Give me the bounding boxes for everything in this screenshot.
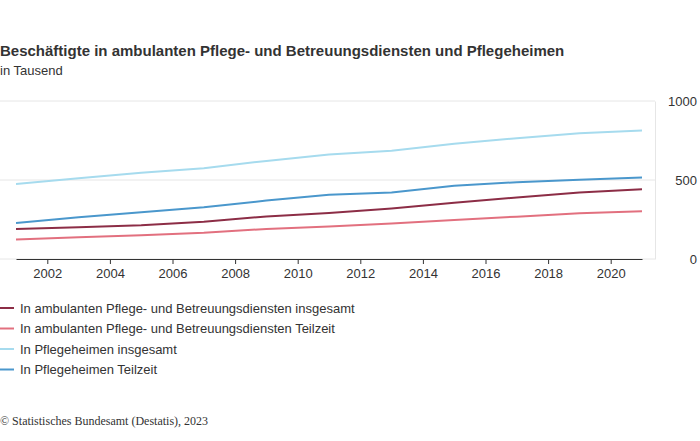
x-tick-mark — [298, 259, 299, 264]
lines — [16, 130, 642, 239]
x-axis: 2002 2004 2006 2008 2010 2012 2014 2016 2018 2020 — [17, 259, 643, 281]
x-tick-mark — [423, 259, 424, 264]
subtitle: in Tausend — [0, 63, 63, 78]
legend-label: In Pflegeheimen insgesamt — [20, 342, 177, 357]
x-tick: 2012 — [346, 259, 375, 281]
x-tick-mark — [360, 259, 361, 264]
series-line — [16, 130, 642, 184]
y-tick-label: 0 — [690, 252, 697, 267]
x-tick: 2004 — [96, 259, 125, 281]
x-tick-label: 2016 — [472, 266, 501, 281]
x-tick-label: 2020 — [597, 266, 626, 281]
x-tick: 2002 — [33, 259, 62, 281]
x-tick-label: 2012 — [346, 266, 375, 281]
legend-swatch — [0, 348, 14, 350]
x-tick-label: 2004 — [96, 266, 125, 281]
grid-line — [0, 259, 655, 260]
x-tick-label: 2018 — [534, 266, 563, 281]
y-tick-label: 500 — [675, 173, 697, 188]
x-tick-mark — [173, 259, 174, 264]
grid — [0, 101, 655, 259]
title: Beschäftigte in ambulanten Pflege- und B… — [0, 42, 564, 59]
x-tick-label: 2014 — [409, 266, 438, 281]
x-tick-mark — [47, 259, 48, 264]
source: © Statistisches Bundesamt (Destatis), 20… — [0, 414, 208, 428]
legend-label: In Pflegeheimen Teilzeit — [20, 362, 157, 377]
x-tick: 2020 — [597, 259, 626, 281]
chart: Beschäftigte in ambulanten Pflege- und B… — [0, 0, 700, 441]
x-tick-mark — [548, 259, 549, 264]
x-tick-label: 2010 — [284, 266, 313, 281]
legend: In ambulanten Pflege- und Betreuungsdien… — [0, 301, 355, 378]
x-tick-mark — [486, 259, 487, 264]
x-tick-mark — [235, 259, 236, 264]
x-tick-label: 2002 — [33, 266, 62, 281]
legend-label: In ambulanten Pflege- und Betreuungsdien… — [20, 301, 355, 316]
y-axis-line — [655, 102, 656, 260]
x-tick: 2006 — [159, 259, 188, 281]
legend-swatch — [0, 369, 14, 371]
legend-swatch — [0, 328, 14, 330]
y-axis: 0 500 1000 — [655, 94, 697, 267]
x-tick-label: 2008 — [221, 266, 250, 281]
series-line — [16, 177, 642, 223]
y-tick: 500 — [655, 173, 697, 188]
x-tick-label: 2006 — [159, 266, 188, 281]
y-tick-label: 1000 — [668, 94, 697, 109]
y-tick: 0 — [655, 252, 697, 267]
x-tick: 2010 — [284, 259, 313, 281]
grid-line — [0, 101, 655, 102]
x-tick: 2016 — [472, 259, 501, 281]
y-tick: 1000 — [655, 94, 697, 109]
x-tick: 2014 — [409, 259, 438, 281]
x-tick: 2008 — [221, 259, 250, 281]
x-tick-mark — [611, 259, 612, 264]
legend-swatch — [0, 307, 14, 309]
x-tick: 2018 — [534, 259, 563, 281]
x-tick-mark — [110, 259, 111, 264]
legend-label: In ambulanten Pflege- und Betreuungsdien… — [20, 321, 335, 336]
